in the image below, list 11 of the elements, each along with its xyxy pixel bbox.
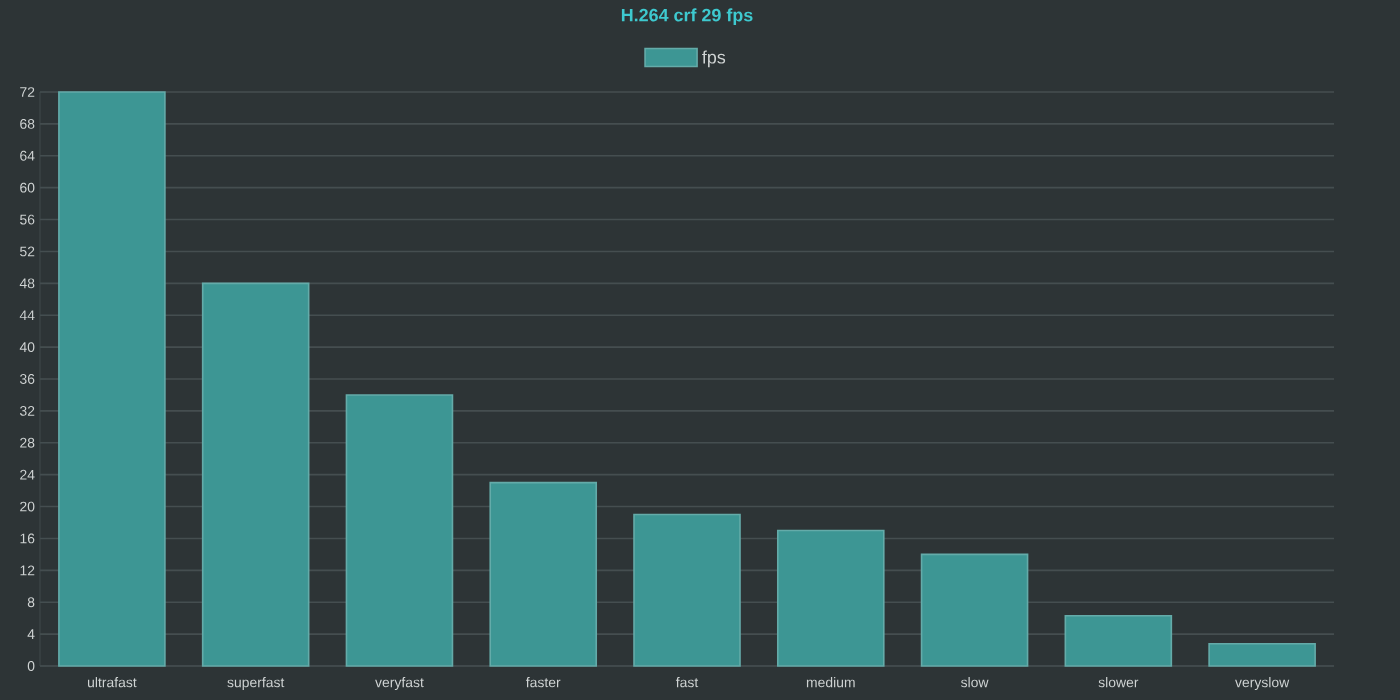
bar [1208,642,1316,667]
bar [633,513,741,667]
legend-label: fps [702,50,726,68]
bar [58,91,166,667]
chart-title: H.264 crf 29 fps [621,8,753,25]
bar [1064,614,1173,667]
bar [920,553,1029,667]
bar [489,481,598,667]
bar [201,282,310,667]
bar [776,529,885,667]
bar [345,394,454,667]
